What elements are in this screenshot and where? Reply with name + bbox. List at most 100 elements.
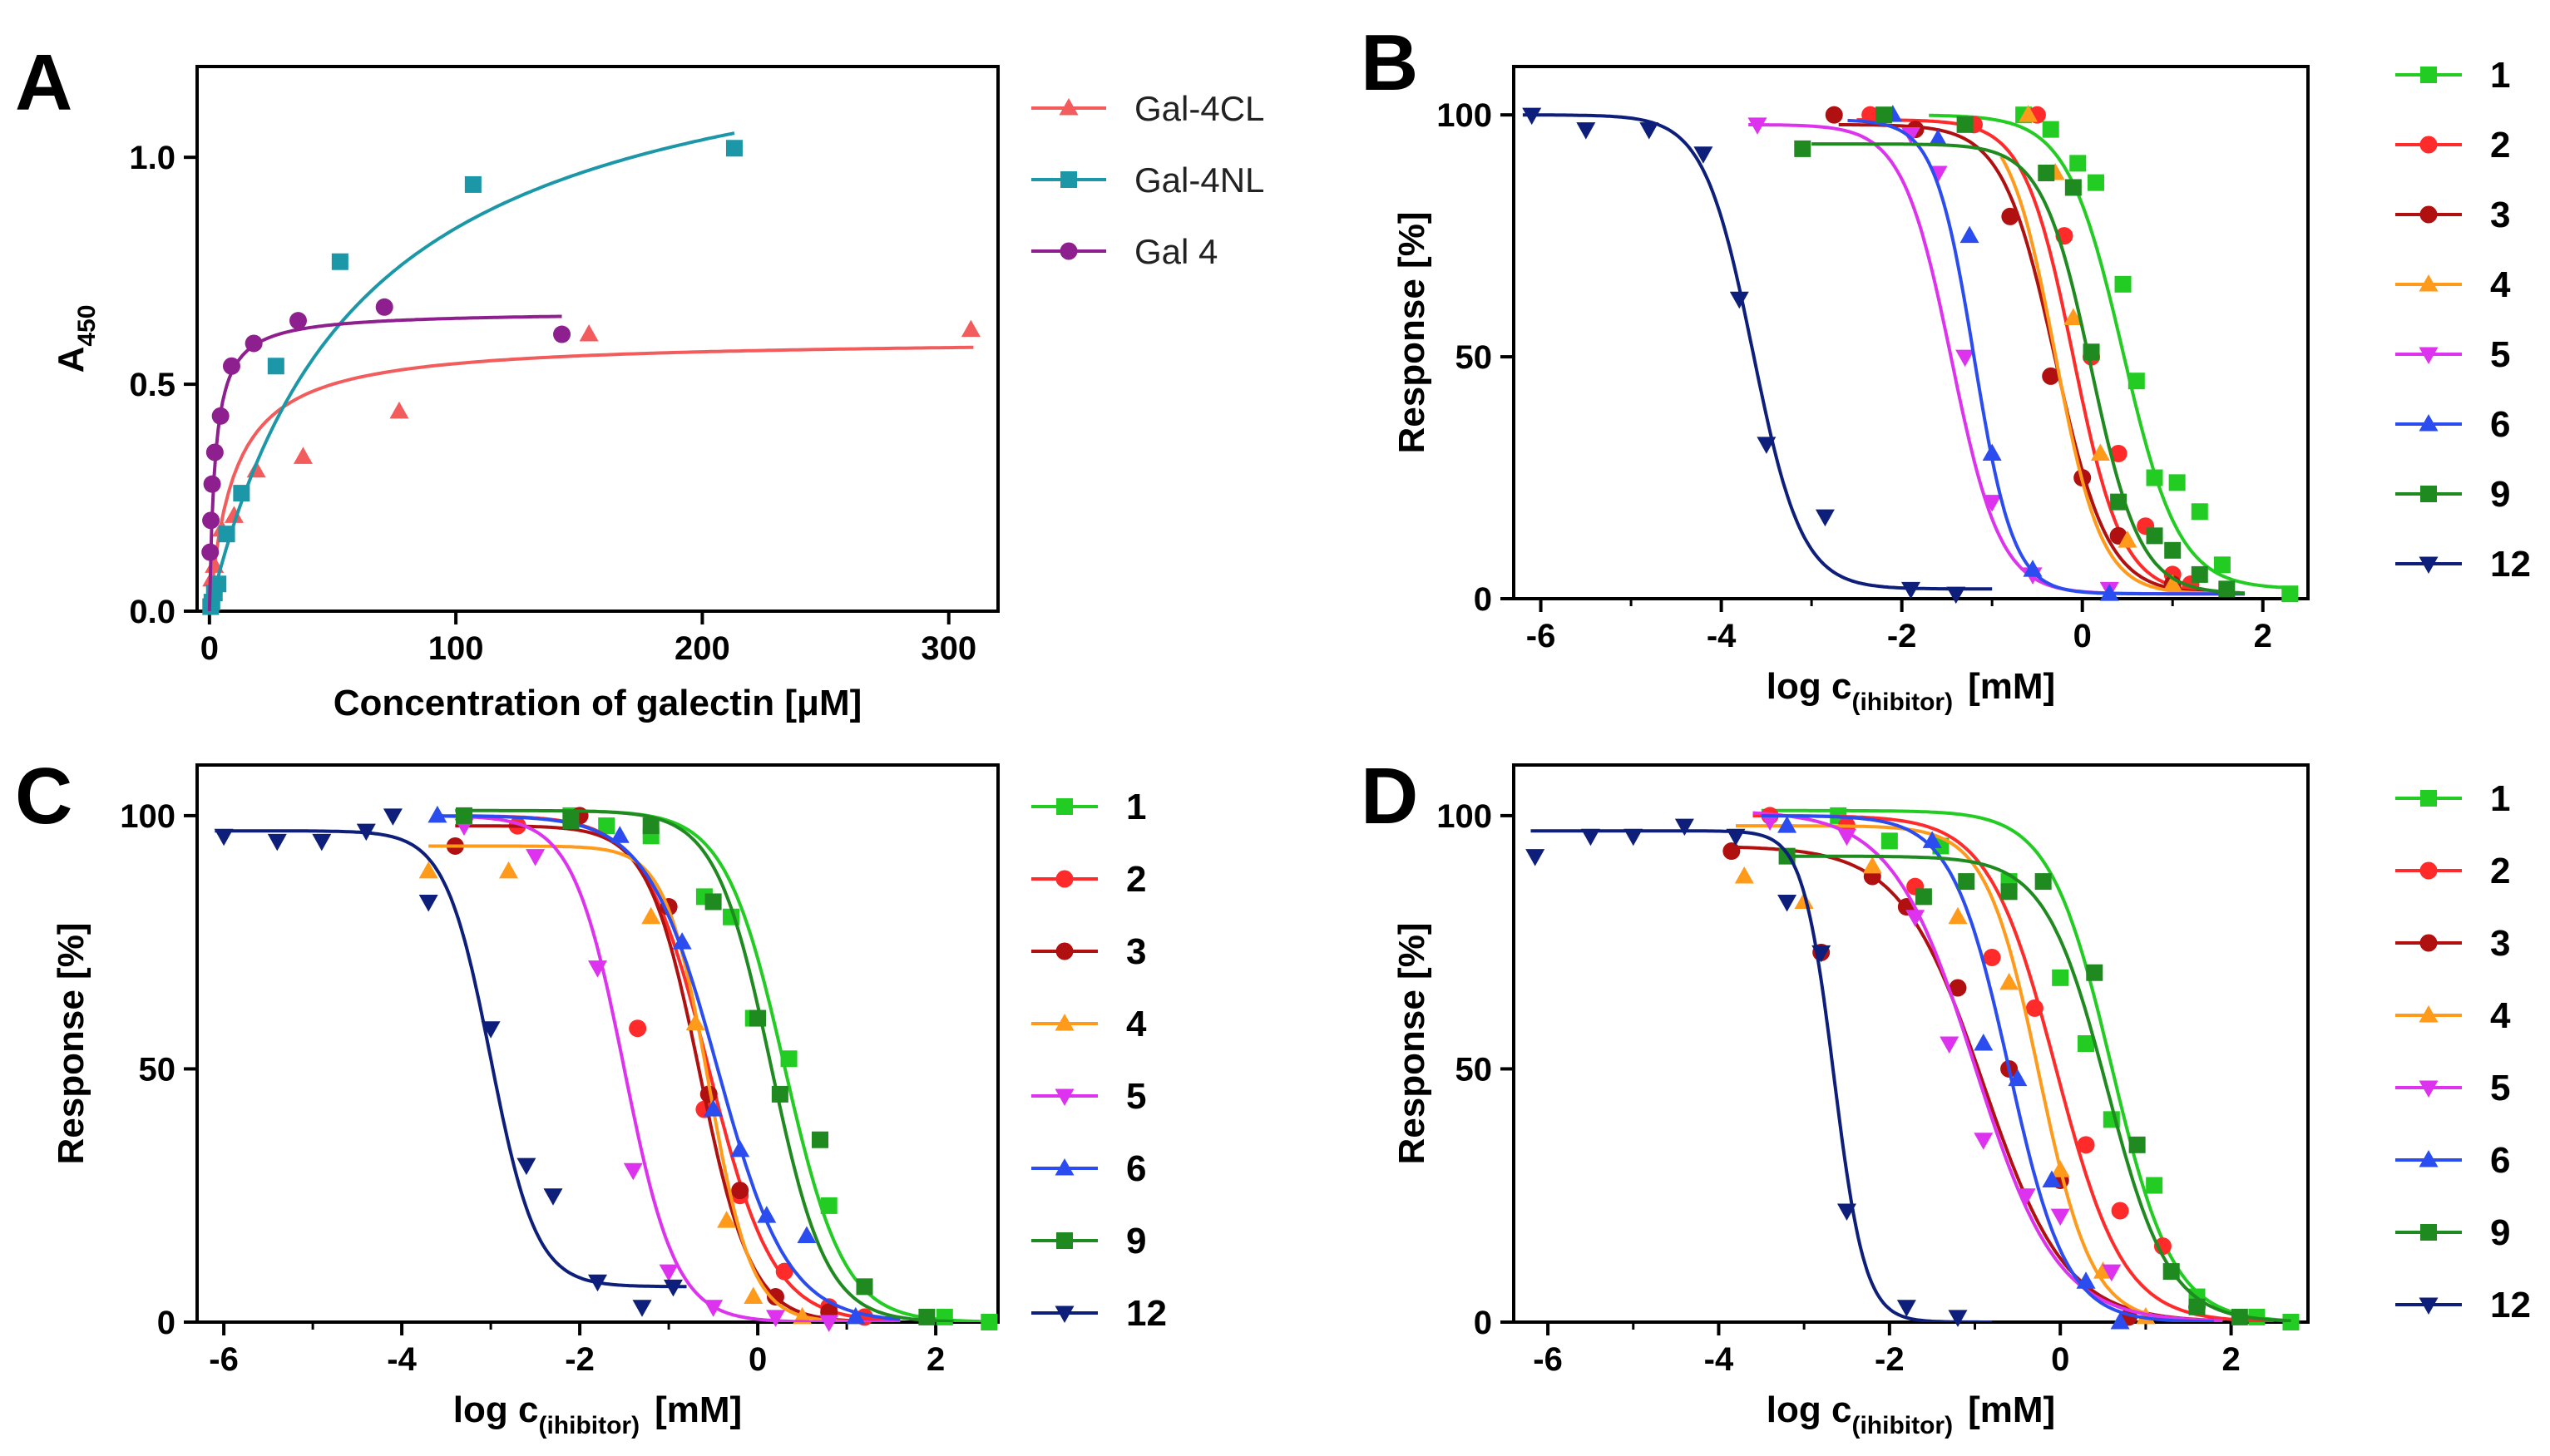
panel-c-point-6 — [672, 932, 692, 950]
panel-d-xlabel-main: log c — [1767, 1389, 1852, 1430]
panel-d-point-4 — [1862, 856, 1882, 874]
panel-c-point-9 — [812, 1131, 828, 1148]
panel-b-point-1 — [2114, 275, 2132, 293]
panel-d-point-2 — [2111, 1202, 2129, 1220]
panel-b-xtick-label: 0 — [2073, 618, 2092, 654]
panel-c-point-6 — [704, 1099, 724, 1117]
panel-c-fit-curve-5 — [437, 814, 901, 1322]
panel-a-legend-marker-gal-4cl — [1059, 98, 1079, 116]
panel-d-point-5 — [1974, 1133, 1994, 1150]
panel-b-point-5 — [1747, 117, 1767, 135]
panel-c-point-5 — [819, 1315, 839, 1332]
panel-b-point-1 — [2127, 373, 2145, 390]
panel-d-legend-label-12: 12 — [2490, 1285, 2531, 1325]
panel-a-point-gal-4cl — [579, 324, 599, 342]
panel-b-xlabel-unit: [mM] — [1968, 666, 2055, 707]
panel-d-point-2 — [1983, 948, 2001, 966]
panel-b-xtick-label: -2 — [1887, 618, 1917, 654]
panel-c-legend-label-12: 12 — [1126, 1293, 1167, 1334]
panel-a-xlabel: Concentration of galectin [μM] — [334, 683, 862, 723]
panel-a-point-gal-4cl — [293, 447, 313, 464]
panel-b-point-1 — [2146, 469, 2163, 486]
panel-d-legend-marker-5 — [2419, 1080, 2439, 1098]
panel-c-point-3 — [699, 1085, 718, 1103]
panel-b-legend-label-6: 6 — [2490, 404, 2510, 445]
panel-d-point-12 — [1580, 828, 1600, 846]
panel-letter-d: D — [1361, 752, 1418, 841]
panel-c-point-12 — [543, 1188, 563, 1206]
panel-b-legend-marker-5 — [2419, 347, 2439, 364]
panel-d-point-12 — [1896, 1300, 1916, 1317]
panel-b-point-12 — [1576, 122, 1596, 140]
panel-c-legend-label-1: 1 — [1126, 787, 1146, 827]
panel-c-xlabel-main: log c — [453, 1389, 539, 1430]
panel-letter-b: B — [1361, 18, 1418, 107]
panel-d-point-2 — [2077, 1136, 2095, 1154]
panel-d-legend-label-6: 6 — [2490, 1140, 2510, 1181]
panel-a-legend-label-gal-4: Gal 4 — [1134, 232, 1218, 271]
panel-b-point-6 — [2023, 560, 2043, 577]
panel-d-point-9 — [2034, 873, 2052, 891]
panel-c-point-9 — [771, 1085, 788, 1103]
panel-c-point-12 — [383, 808, 403, 826]
panel-c-legend-label-6: 6 — [1126, 1148, 1146, 1189]
panel-b-point-9 — [1956, 116, 1974, 133]
panel-d-point-12 — [1777, 894, 1797, 912]
panel-d-point-9 — [2128, 1136, 2146, 1153]
panel-a-point-gal-4 — [289, 312, 307, 330]
panel-a-point-gal-4cl — [389, 401, 409, 419]
panel-b-xlabel-sub: (ihibitor) — [1851, 689, 1953, 716]
panel-a-point-gal-4 — [211, 407, 230, 425]
panel-d-xlabel: log c(ihibitor) [mM] — [1767, 1389, 2055, 1439]
panel-c-point-5 — [766, 1310, 785, 1327]
panel-d-point-1 — [2146, 1177, 2163, 1194]
panel-c-point-5 — [704, 1300, 724, 1317]
panel-c-legend-label-9: 9 — [1126, 1221, 1146, 1261]
panel-d-point-6 — [2008, 1069, 2028, 1087]
panel-c-point-12 — [516, 1157, 536, 1176]
panel-d-legend-marker-6 — [2419, 1150, 2439, 1167]
panel-b-fit-curve-9 — [1811, 142, 2246, 595]
panel-c-point-4 — [685, 1013, 705, 1031]
panel-c-fit-curve-6 — [437, 814, 901, 1321]
panel-b-legend-label-12: 12 — [2490, 544, 2531, 585]
panel-d-xlabel-sub: (ihibitor) — [1851, 1412, 1953, 1439]
panel-b-xlabel-main: log c — [1767, 666, 1852, 707]
panel-d-legend-marker-9 — [2420, 1224, 2437, 1241]
panel-a-xtick-label: 300 — [921, 630, 976, 667]
panel-d-point-3 — [1949, 979, 1967, 997]
panel-c-legend-marker-3 — [1055, 942, 1074, 960]
panel-a-point-gal-4nl — [464, 175, 482, 193]
panel-d-xtick-label: -4 — [1704, 1341, 1734, 1378]
panel-b-xtick-label: -4 — [1707, 618, 1737, 654]
panel-b-legend-marker-4 — [2419, 274, 2439, 292]
panel-a-legend-marker-gal-4 — [1060, 242, 1078, 260]
panel-d-legend-marker-1 — [2420, 790, 2437, 807]
panel-c-point-9 — [918, 1308, 936, 1325]
panel-c-ytick-label: 50 — [139, 1051, 176, 1088]
panel-c-point-2 — [629, 1019, 647, 1038]
panel-d-legend-marker-12 — [2419, 1297, 2439, 1315]
panel-c-fit-curve-4 — [428, 844, 901, 1322]
panel-b-legend-label-2: 2 — [2490, 125, 2510, 165]
panel-c-xlabel-unit: [mM] — [655, 1389, 742, 1430]
panel-b-point-9 — [2191, 565, 2208, 583]
panel-a-point-gal-4cl — [224, 506, 244, 523]
panel-c-legend-marker-9 — [1056, 1232, 1073, 1249]
panel-d-point-6 — [1922, 831, 1942, 848]
panel-b-point-4 — [2090, 443, 2110, 461]
panel-b-legend-marker-6 — [2419, 414, 2439, 432]
panel-b-frame — [1512, 65, 2310, 600]
panel-c-point-1 — [780, 1050, 798, 1068]
panel-d-point-5 — [2050, 1208, 2070, 1226]
panel-b-legend-label-3: 3 — [2490, 195, 2510, 235]
panel-b-chart: -6 -4 -2 0 2 0 50 100 log c(ihibitor) [mM] Respons… — [1391, 55, 2531, 716]
panel-b-point-4 — [2162, 574, 2182, 592]
panel-d-point-4 — [1948, 906, 1968, 925]
panel-a-point-gal-4 — [205, 443, 224, 461]
panel-a-legend-label-gal-4cl: Gal-4CL — [1134, 89, 1264, 128]
panel-d-legend-marker-3 — [2419, 934, 2438, 952]
panel-d-point-5 — [1760, 813, 1780, 831]
panel-b-ylabel: Response [%] — [1391, 212, 1432, 454]
panel-b-point-12 — [1901, 581, 1920, 600]
